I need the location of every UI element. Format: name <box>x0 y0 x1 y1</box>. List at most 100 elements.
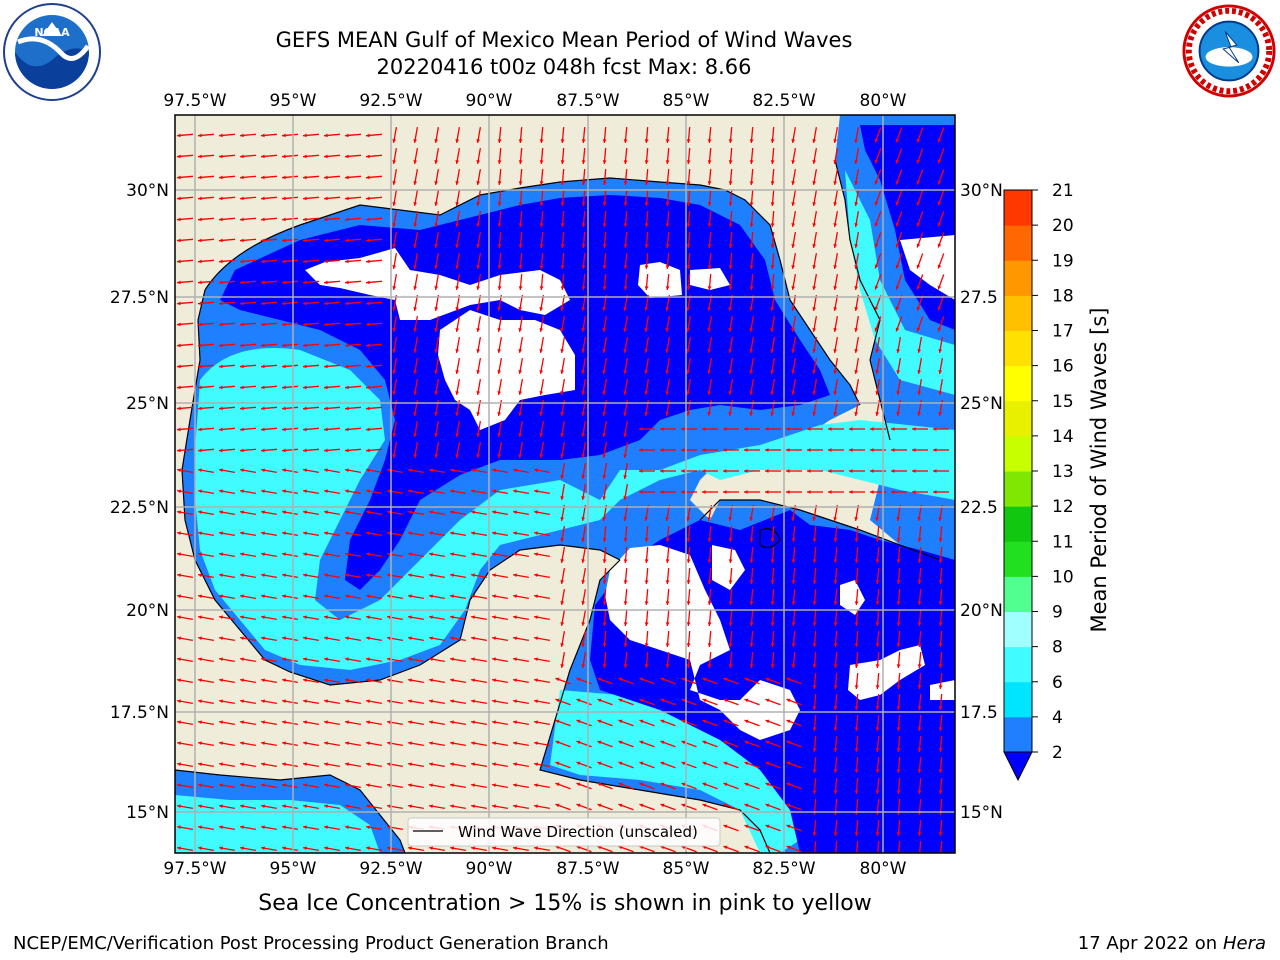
wind-arrow-head <box>581 412 586 416</box>
wind-arrow-head <box>324 238 328 243</box>
wind-arrow-head <box>392 391 397 395</box>
wind-arrow-head <box>534 720 538 725</box>
wind-arrow-head <box>539 454 544 458</box>
wind-arrow-head <box>497 265 502 269</box>
wind-arrow-head <box>770 559 775 563</box>
wind-arrow-head <box>387 846 391 851</box>
wind-arrow-head <box>665 580 670 584</box>
wind-arrow-head <box>618 740 623 745</box>
wind-arrow-head <box>455 244 460 248</box>
wind-arrow-head <box>387 636 391 641</box>
wind-arrow-head <box>413 139 418 143</box>
wind-arrow-head <box>791 622 796 626</box>
wind-arrow-head <box>623 370 628 374</box>
wind-arrow-head <box>261 762 265 767</box>
wind-arrow-head <box>345 573 349 578</box>
wind-arrow-head <box>282 133 286 138</box>
wind-arrow-head <box>874 327 879 332</box>
wind-arrow-head <box>450 846 454 851</box>
wind-arrow-head <box>707 286 712 290</box>
wind-arrow-head <box>219 552 223 557</box>
wind-arrow-head <box>392 286 397 290</box>
svg-text:NOAA: NOAA <box>34 26 70 39</box>
wind-arrow-head <box>198 699 202 704</box>
wind-arrow-head <box>392 349 397 353</box>
wind-arrow-head <box>476 139 481 143</box>
wind-arrow-head <box>791 307 796 311</box>
wind-arrow-head <box>324 825 328 830</box>
wind-arrow-head <box>770 244 775 248</box>
wind-arrow-head <box>177 657 181 662</box>
wind-arrow-head <box>497 181 502 185</box>
wind-arrow-head <box>282 238 286 243</box>
wind-arrow-head <box>429 594 433 599</box>
wind-arrow-head <box>392 181 397 185</box>
wind-arrow-head <box>324 762 328 767</box>
wind-arrow-head <box>875 370 880 374</box>
wind-arrow-head <box>450 741 454 746</box>
wind-arrow-head <box>812 412 817 416</box>
wind-arrow-head <box>560 181 565 185</box>
wind-arrow-head <box>497 160 502 164</box>
wind-arrow-head <box>303 301 307 306</box>
wind-arrow-head <box>744 677 749 682</box>
wind-arrow-head <box>681 677 686 682</box>
wind-arrow-head <box>875 790 880 794</box>
wind-arrow-head <box>581 160 586 164</box>
wind-arrow-head <box>770 328 775 332</box>
wind-arrow-head <box>791 643 796 647</box>
wind-arrow-head <box>261 196 265 201</box>
wind-arrow-head <box>303 636 307 641</box>
wind-arrow-head <box>240 762 244 767</box>
wind-arrow-head <box>387 783 391 788</box>
wind-arrow-head <box>581 202 586 206</box>
wind-arrow-head <box>686 202 691 206</box>
wind-arrow-head <box>303 259 307 264</box>
wind-arrow-head <box>875 706 880 710</box>
wind-arrow-head <box>366 133 370 138</box>
wind-arrow-head <box>240 804 244 809</box>
wind-arrow-head <box>324 804 328 809</box>
wind-arrow-head <box>602 622 607 626</box>
wind-arrow-head <box>539 286 544 290</box>
wind-arrow-head <box>434 181 439 185</box>
wind-arrow-head <box>854 223 859 227</box>
wind-arrow-head <box>219 699 223 704</box>
wind-arrow-head <box>917 643 922 647</box>
wind-arrow-head <box>261 552 265 557</box>
colorbar-segment <box>1004 611 1032 648</box>
wind-arrow-head <box>345 406 349 411</box>
wind-arrow-head <box>198 825 202 830</box>
wind-arrow-head <box>707 391 712 395</box>
wind-arrow-head <box>513 720 517 725</box>
wind-arrow-head <box>240 531 244 536</box>
wind-arrow-head <box>408 762 412 767</box>
wind-arrow-head <box>686 265 691 269</box>
wind-arrow-head <box>198 489 202 494</box>
wind-arrow-head <box>702 469 706 473</box>
wind-arrow-head <box>387 552 391 557</box>
wind-arrow-head <box>786 448 790 452</box>
wind-arrow-head <box>387 825 391 830</box>
wind-arrow-head <box>455 307 460 311</box>
wind-arrow-head <box>534 762 538 767</box>
wind-arrow-head <box>282 804 286 809</box>
wind-arrow-head <box>644 559 649 563</box>
wind-arrow-head <box>933 469 937 473</box>
wind-arrow-head <box>539 433 544 437</box>
wind-arrow-head <box>597 719 602 724</box>
wind-arrow-head <box>560 433 565 437</box>
wind-arrow-head <box>261 385 265 390</box>
wind-arrow-head <box>854 202 859 206</box>
wind-arrow-head <box>219 783 223 788</box>
wind-arrow-head <box>303 175 307 180</box>
wind-arrow-head <box>723 427 727 431</box>
footer-date: 17 Apr 2022 on Hera <box>1078 933 1266 955</box>
wind-arrow-head <box>177 238 181 243</box>
wind-arrow-head <box>916 222 921 227</box>
wind-arrow-head <box>513 678 517 683</box>
wind-arrow-head <box>219 489 223 494</box>
wind-arrow-head <box>455 202 460 206</box>
wind-arrow-head <box>240 322 244 327</box>
wind-arrow-head <box>198 427 202 432</box>
